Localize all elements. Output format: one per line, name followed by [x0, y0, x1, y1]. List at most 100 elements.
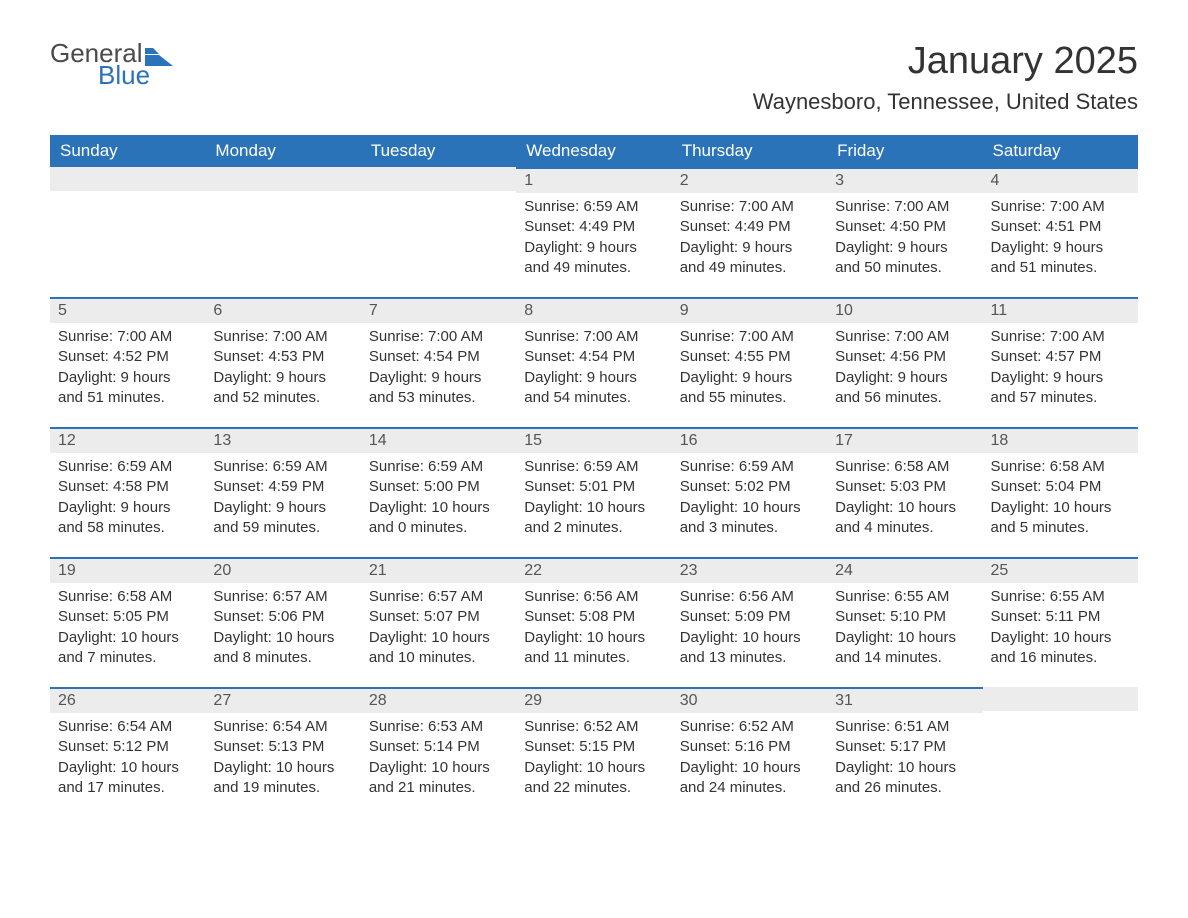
day-number-bar: 5	[50, 297, 205, 323]
daylight-line-2: and 22 minutes.	[524, 778, 663, 798]
day-number-bar: 17	[827, 427, 982, 453]
day-number-bar	[50, 167, 205, 191]
day-details: Sunrise: 6:56 AMSunset: 5:09 PMDaylight:…	[672, 583, 827, 678]
daylight-line-2: and 51 minutes.	[991, 258, 1130, 278]
day-details: Sunrise: 7:00 AMSunset: 4:54 PMDaylight:…	[361, 323, 516, 418]
daylight-line-1: Daylight: 10 hours	[369, 758, 508, 778]
day-details: Sunrise: 6:58 AMSunset: 5:04 PMDaylight:…	[983, 453, 1138, 548]
day-details: Sunrise: 6:53 AMSunset: 5:14 PMDaylight:…	[361, 713, 516, 808]
day-details: Sunrise: 7:00 AMSunset: 4:53 PMDaylight:…	[205, 323, 360, 418]
calendar-cell: 18Sunrise: 6:58 AMSunset: 5:04 PMDayligh…	[983, 427, 1138, 557]
location-subtitle: Waynesboro, Tennessee, United States	[753, 89, 1138, 115]
day-details: Sunrise: 7:00 AMSunset: 4:55 PMDaylight:…	[672, 323, 827, 418]
calendar-week: 5Sunrise: 7:00 AMSunset: 4:52 PMDaylight…	[50, 297, 1138, 427]
calendar-cell: 14Sunrise: 6:59 AMSunset: 5:00 PMDayligh…	[361, 427, 516, 557]
sunset-line: Sunset: 4:51 PM	[991, 217, 1130, 237]
daylight-line-1: Daylight: 10 hours	[835, 628, 974, 648]
sunset-line: Sunset: 5:01 PM	[524, 477, 663, 497]
day-number-bar: 8	[516, 297, 671, 323]
sunrise-line: Sunrise: 6:58 AM	[835, 457, 974, 477]
sunset-line: Sunset: 5:04 PM	[991, 477, 1130, 497]
sunrise-line: Sunrise: 7:00 AM	[213, 327, 352, 347]
calendar-cell	[50, 167, 205, 297]
day-number-bar: 24	[827, 557, 982, 583]
daylight-line-2: and 55 minutes.	[680, 388, 819, 408]
calendar-body: 1Sunrise: 6:59 AMSunset: 4:49 PMDaylight…	[50, 167, 1138, 817]
day-number-bar: 20	[205, 557, 360, 583]
sunrise-line: Sunrise: 6:58 AM	[991, 457, 1130, 477]
header: General Blue January 2025 Waynesboro, Te…	[50, 40, 1138, 115]
day-number-bar: 21	[361, 557, 516, 583]
day-number-bar: 11	[983, 297, 1138, 323]
daylight-line-1: Daylight: 9 hours	[213, 368, 352, 388]
calendar-cell: 17Sunrise: 6:58 AMSunset: 5:03 PMDayligh…	[827, 427, 982, 557]
day-header: Saturday	[983, 135, 1138, 167]
calendar-cell: 10Sunrise: 7:00 AMSunset: 4:56 PMDayligh…	[827, 297, 982, 427]
calendar-header-row: SundayMondayTuesdayWednesdayThursdayFrid…	[50, 135, 1138, 167]
daylight-line-1: Daylight: 10 hours	[835, 758, 974, 778]
day-details: Sunrise: 6:59 AMSunset: 4:58 PMDaylight:…	[50, 453, 205, 548]
daylight-line-1: Daylight: 10 hours	[213, 758, 352, 778]
daylight-line-1: Daylight: 9 hours	[524, 238, 663, 258]
calendar-cell	[205, 167, 360, 297]
day-details: Sunrise: 7:00 AMSunset: 4:56 PMDaylight:…	[827, 323, 982, 418]
calendar-cell	[983, 687, 1138, 817]
sunset-line: Sunset: 5:15 PM	[524, 737, 663, 757]
day-details: Sunrise: 6:58 AMSunset: 5:05 PMDaylight:…	[50, 583, 205, 678]
calendar-cell: 28Sunrise: 6:53 AMSunset: 5:14 PMDayligh…	[361, 687, 516, 817]
calendar-cell: 11Sunrise: 7:00 AMSunset: 4:57 PMDayligh…	[983, 297, 1138, 427]
daylight-line-1: Daylight: 9 hours	[524, 368, 663, 388]
sunset-line: Sunset: 5:00 PM	[369, 477, 508, 497]
daylight-line-2: and 13 minutes.	[680, 648, 819, 668]
day-details: Sunrise: 6:55 AMSunset: 5:11 PMDaylight:…	[983, 583, 1138, 678]
daylight-line-2: and 58 minutes.	[58, 518, 197, 538]
sunrise-line: Sunrise: 7:00 AM	[835, 327, 974, 347]
title-block: January 2025 Waynesboro, Tennessee, Unit…	[753, 40, 1138, 115]
calendar-cell: 7Sunrise: 7:00 AMSunset: 4:54 PMDaylight…	[361, 297, 516, 427]
day-number-bar: 7	[361, 297, 516, 323]
daylight-line-2: and 11 minutes.	[524, 648, 663, 668]
sunset-line: Sunset: 5:17 PM	[835, 737, 974, 757]
sunset-line: Sunset: 5:11 PM	[991, 607, 1130, 627]
daylight-line-2: and 4 minutes.	[835, 518, 974, 538]
day-number-bar: 30	[672, 687, 827, 713]
calendar-cell: 30Sunrise: 6:52 AMSunset: 5:16 PMDayligh…	[672, 687, 827, 817]
daylight-line-2: and 2 minutes.	[524, 518, 663, 538]
sunrise-line: Sunrise: 6:57 AM	[369, 587, 508, 607]
sunset-line: Sunset: 4:49 PM	[524, 217, 663, 237]
daylight-line-1: Daylight: 9 hours	[680, 238, 819, 258]
month-title: January 2025	[753, 40, 1138, 83]
daylight-line-1: Daylight: 10 hours	[369, 498, 508, 518]
daylight-line-2: and 24 minutes.	[680, 778, 819, 798]
day-details: Sunrise: 6:51 AMSunset: 5:17 PMDaylight:…	[827, 713, 982, 808]
day-number-bar: 16	[672, 427, 827, 453]
sunset-line: Sunset: 5:09 PM	[680, 607, 819, 627]
sunset-line: Sunset: 4:57 PM	[991, 347, 1130, 367]
day-number-bar	[205, 167, 360, 191]
day-details: Sunrise: 7:00 AMSunset: 4:57 PMDaylight:…	[983, 323, 1138, 418]
day-number-bar: 14	[361, 427, 516, 453]
day-number-bar: 23	[672, 557, 827, 583]
day-number-bar: 31	[827, 687, 982, 713]
sunset-line: Sunset: 4:50 PM	[835, 217, 974, 237]
day-details: Sunrise: 6:59 AMSunset: 4:49 PMDaylight:…	[516, 193, 671, 288]
daylight-line-2: and 26 minutes.	[835, 778, 974, 798]
daylight-line-2: and 56 minutes.	[835, 388, 974, 408]
day-number-bar: 15	[516, 427, 671, 453]
sunset-line: Sunset: 5:10 PM	[835, 607, 974, 627]
daylight-line-1: Daylight: 10 hours	[991, 628, 1130, 648]
day-number-bar	[983, 687, 1138, 711]
day-details: Sunrise: 6:54 AMSunset: 5:12 PMDaylight:…	[50, 713, 205, 808]
sunrise-line: Sunrise: 6:57 AM	[213, 587, 352, 607]
daylight-line-2: and 49 minutes.	[524, 258, 663, 278]
daylight-line-2: and 49 minutes.	[680, 258, 819, 278]
daylight-line-2: and 53 minutes.	[369, 388, 508, 408]
sunrise-line: Sunrise: 6:59 AM	[524, 197, 663, 217]
daylight-line-1: Daylight: 9 hours	[680, 368, 819, 388]
sunrise-line: Sunrise: 7:00 AM	[835, 197, 974, 217]
daylight-line-1: Daylight: 9 hours	[58, 498, 197, 518]
calendar-cell: 23Sunrise: 6:56 AMSunset: 5:09 PMDayligh…	[672, 557, 827, 687]
calendar-cell: 24Sunrise: 6:55 AMSunset: 5:10 PMDayligh…	[827, 557, 982, 687]
day-details: Sunrise: 6:55 AMSunset: 5:10 PMDaylight:…	[827, 583, 982, 678]
daylight-line-2: and 0 minutes.	[369, 518, 508, 538]
